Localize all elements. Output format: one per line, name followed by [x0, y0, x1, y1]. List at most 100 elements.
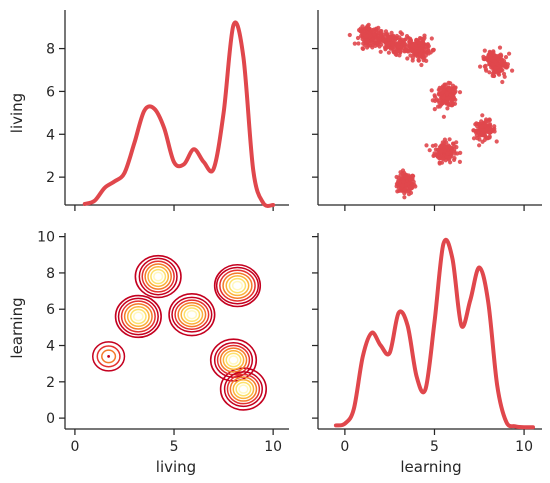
scatter-point [432, 93, 437, 98]
scatter-point [356, 41, 361, 46]
scatter-point [495, 54, 500, 59]
scatter-point [372, 41, 377, 46]
scatter-point [381, 38, 387, 43]
scatter-point [471, 128, 476, 133]
contour-level [223, 371, 263, 408]
scatter-point [389, 30, 394, 35]
scatter-point [410, 176, 415, 181]
scatter-point [441, 114, 446, 119]
scatter-point [431, 48, 436, 53]
scatter-point [424, 45, 429, 50]
scatter-point [503, 55, 509, 60]
scatter-point [429, 88, 434, 93]
scatter-point [424, 143, 429, 148]
scatter-point [441, 88, 446, 94]
scatter-point [378, 33, 383, 39]
contour-level [226, 373, 261, 405]
panel-learning-vs-living-contour: 0 2 4 6 8 10 0 5 10 [37, 230, 289, 455]
contour-outer [168, 292, 216, 337]
scatter-point [494, 139, 499, 144]
scatter-point [398, 170, 403, 175]
scatter-point [452, 151, 457, 156]
scatter-point [483, 134, 488, 139]
scatter-point [451, 96, 457, 101]
scatter-point [437, 87, 443, 92]
scatter-point [410, 43, 415, 49]
scatter-point [457, 159, 462, 164]
scatter-point [478, 64, 483, 69]
scatter-point [438, 154, 443, 159]
scatter-point [441, 95, 446, 100]
scatter-point [414, 38, 419, 43]
scatter-point [449, 150, 454, 155]
contour-level [186, 309, 198, 320]
contour-level [180, 304, 204, 325]
contour-level [141, 260, 175, 293]
scatter-point [361, 46, 366, 52]
scatter-point [404, 34, 410, 39]
contour-outer [213, 263, 262, 308]
scatter-point [379, 42, 384, 47]
scatter-point [409, 48, 414, 53]
contour-level [153, 271, 164, 282]
panel-living-kde: 2 4 6 8 [46, 10, 289, 211]
scatter-point [422, 56, 427, 61]
panel-learning-kde: 0 5 10 [312, 233, 542, 455]
scatter-point [402, 188, 407, 193]
scatter-point [427, 148, 432, 153]
scatter-point [499, 59, 504, 64]
scatter-point [408, 38, 413, 43]
scatter-point [406, 49, 411, 54]
scatter-point [445, 106, 450, 111]
y-tick-label: 8 [46, 42, 55, 58]
scatter-point [493, 70, 498, 75]
kde-line-learning [333, 237, 535, 430]
scatter-point [487, 122, 493, 127]
scatter-point [418, 46, 424, 51]
contour-level [235, 381, 252, 397]
scatter-point [402, 37, 407, 42]
scatter-point [383, 47, 388, 52]
contour-level [219, 269, 256, 302]
scatter-point [441, 85, 446, 90]
scatter-point [491, 52, 496, 57]
contour-level [232, 379, 255, 400]
x-tick-label: 5 [170, 439, 179, 455]
scatter-point [443, 144, 448, 149]
y-tick-label: 6 [46, 84, 55, 100]
x-tick-label: 10 [515, 439, 533, 455]
scatter-point [371, 37, 376, 42]
contour-level [215, 266, 260, 305]
scatter-point [413, 49, 418, 55]
contour-level [238, 384, 249, 394]
scatter-point [396, 43, 401, 49]
scatter-point [500, 79, 505, 85]
scatter-point [438, 149, 443, 154]
scatter-point [409, 183, 414, 188]
kde-line-living [82, 20, 276, 208]
scatter-point [391, 50, 396, 55]
contour-level [225, 275, 250, 297]
y-axis-label-living: living [8, 93, 26, 133]
scatter-point [482, 57, 487, 62]
scatter-point [487, 130, 492, 135]
scatter-point [410, 58, 415, 63]
scatter-point [400, 183, 405, 188]
scatter-point [505, 62, 510, 67]
scatter-point [509, 68, 515, 73]
scatter-point [488, 57, 493, 62]
y-tick-label: 8 [46, 266, 55, 282]
x-tick-label: 10 [264, 439, 282, 455]
scatter-point [432, 107, 437, 112]
scatter-point [406, 188, 411, 194]
scatter-point [447, 85, 452, 90]
scatter-point [482, 48, 487, 53]
scatter-point [448, 145, 454, 150]
scatter-point [365, 38, 370, 44]
scatter-point [409, 186, 414, 191]
scatter-point [422, 35, 427, 41]
scatter-point [457, 90, 463, 95]
contour-level [229, 376, 258, 402]
contour-level [126, 305, 150, 328]
